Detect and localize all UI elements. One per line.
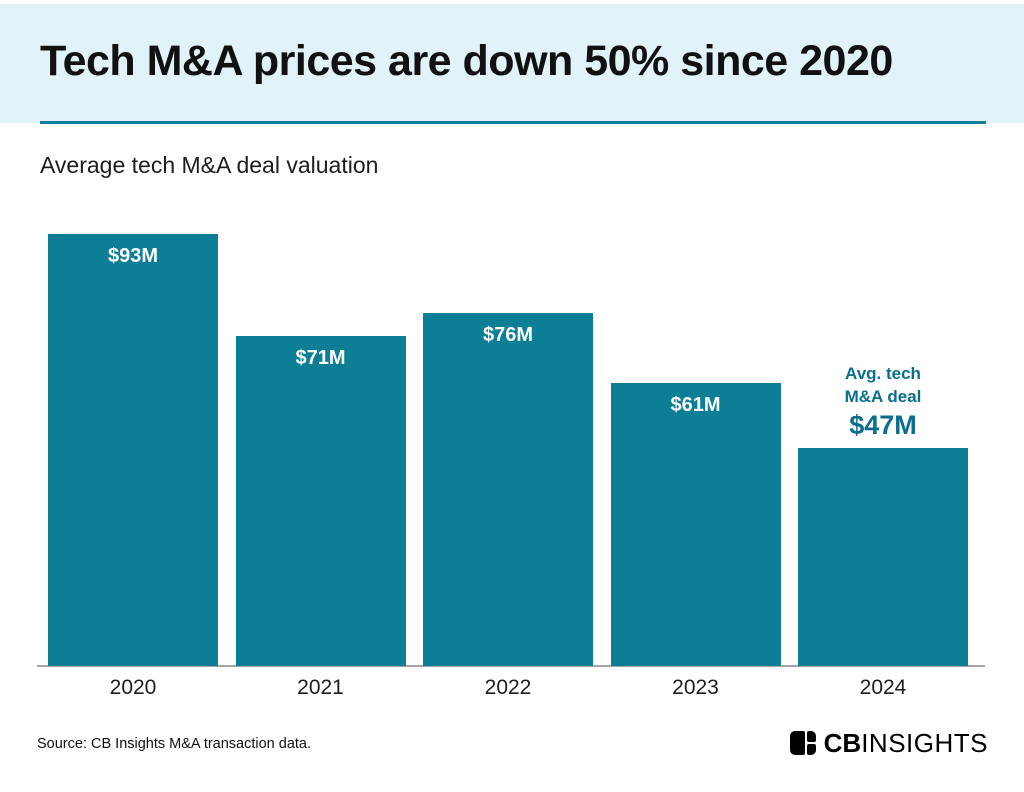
logo-text-insights: INSIGHTS (861, 728, 988, 758)
bar-annotation-2024: Avg. tech M&A deal $47M (798, 362, 968, 442)
cbinsights-logo: CBINSIGHTS (789, 728, 988, 758)
page-title: Tech M&A prices are down 50% since 2020 (40, 37, 893, 85)
logo-icon-left-block (789, 731, 805, 755)
bar-value-label: $71M (295, 347, 346, 369)
bar-2023: $61M (610, 383, 781, 666)
bar-value-label: $76M (482, 324, 534, 346)
x-axis-line (37, 665, 985, 667)
bar-2021: $71M (235, 336, 406, 666)
x-axis-label-2021: 2021 (297, 676, 344, 699)
source-text: Source: CB Insights M&A transaction data… (37, 736, 312, 752)
x-axis-label-2023: 2023 (672, 676, 719, 699)
bar-value-label: $61M (670, 394, 721, 416)
x-axis-label-2024: 2024 (859, 676, 907, 699)
bar-2022: $76M (423, 313, 593, 666)
cbinsights-logo-text: CBINSIGHTS (823, 728, 988, 758)
logo-icon-top-right-block (806, 731, 816, 742)
cbinsights-logo-icon (789, 731, 818, 755)
annotation-line-1: Avg. tech (845, 364, 921, 383)
annotation-value: $47M (849, 410, 917, 440)
bar-2024 (798, 448, 968, 666)
annotation-line-2: M&A deal (844, 387, 922, 406)
x-axis-label-2022: 2022 (484, 676, 532, 699)
header-divider-line (40, 121, 986, 124)
header-band: Tech M&A prices are down 50% since 2020 (0, 4, 1024, 123)
x-axis-label-2020: 2020 (109, 676, 157, 699)
logo-icon-bottom-right-block (806, 744, 816, 755)
chart-subtitle: Average tech M&A deal valuation (40, 152, 379, 178)
bar-value-label: $93M (107, 245, 159, 267)
logo-text-cb: CB (823, 728, 862, 758)
bar-2020: $93M (48, 234, 218, 666)
